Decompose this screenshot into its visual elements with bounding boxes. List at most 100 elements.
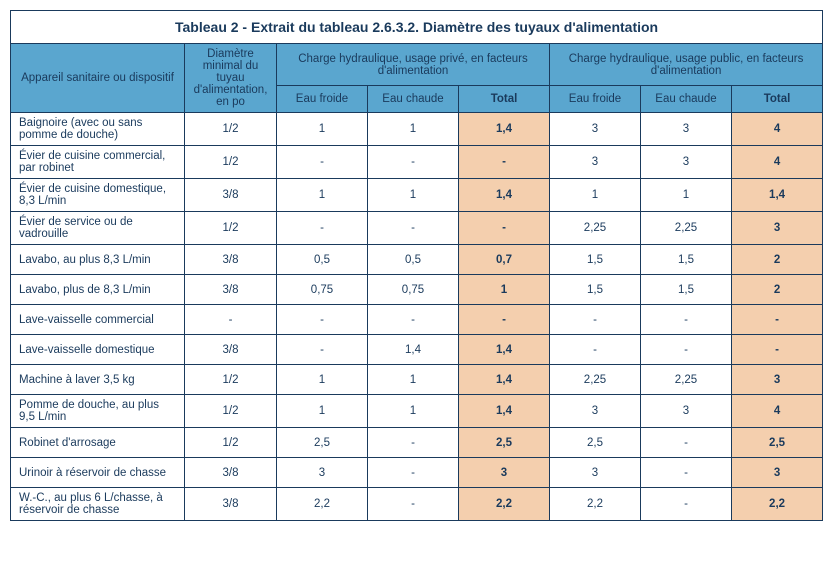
cell-public-eau-froide: 2,2: [550, 488, 641, 521]
cell-prive-eau-chaude: -: [368, 305, 459, 335]
cell-public-eau-froide: 3: [550, 146, 641, 179]
cell-public-total: 2,2: [732, 488, 823, 521]
cell-prive-total: 1,4: [459, 335, 550, 365]
cell-prive-eau-chaude: -: [368, 212, 459, 245]
cell-public-eau-froide: 3: [550, 458, 641, 488]
cell-public-total: 2: [732, 245, 823, 275]
table-row: Lave-vaisselle commercial-------: [11, 305, 823, 335]
table-row: Évier de service ou de vadrouille1/2---2…: [11, 212, 823, 245]
cell-diametre: 1/2: [185, 212, 277, 245]
cell-public-total: 4: [732, 146, 823, 179]
cell-prive-total: 3: [459, 458, 550, 488]
cell-prive-total: 0,7: [459, 245, 550, 275]
cell-prive-eau-chaude: 1: [368, 395, 459, 428]
cell-public-eau-chaude: 2,25: [641, 365, 732, 395]
cell-prive-total: -: [459, 146, 550, 179]
cell-diametre: 3/8: [185, 335, 277, 365]
cell-prive-eau-froide: 1: [277, 113, 368, 146]
cell-public-eau-froide: 3: [550, 113, 641, 146]
cell-prive-eau-chaude: 1: [368, 365, 459, 395]
cell-prive-total: 1,4: [459, 365, 550, 395]
cell-diametre: 1/2: [185, 395, 277, 428]
cell-prive-eau-froide: 1: [277, 179, 368, 212]
header-public-total: Total: [732, 86, 823, 113]
cell-label: Urinoir à réservoir de chasse: [11, 458, 185, 488]
cell-public-total: 2: [732, 275, 823, 305]
cell-diametre: 3/8: [185, 488, 277, 521]
cell-prive-eau-froide: -: [277, 305, 368, 335]
cell-label: Évier de cuisine commercial, par robinet: [11, 146, 185, 179]
cell-label: Robinet d'arrosage: [11, 428, 185, 458]
header-appareil: Appareil sanitaire ou dispositif: [11, 44, 185, 113]
cell-public-total: -: [732, 305, 823, 335]
cell-public-total: 2,5: [732, 428, 823, 458]
cell-prive-eau-chaude: 1: [368, 179, 459, 212]
cell-label: Évier de cuisine domestique, 8,3 L/min: [11, 179, 185, 212]
cell-public-eau-froide: 2,5: [550, 428, 641, 458]
cell-label: Lave-vaisselle commercial: [11, 305, 185, 335]
table-row: Machine à laver 3,5 kg1/2111,42,252,253: [11, 365, 823, 395]
cell-diametre: 3/8: [185, 458, 277, 488]
header-prive-total: Total: [459, 86, 550, 113]
cell-public-eau-chaude: -: [641, 488, 732, 521]
cell-public-total: 1,4: [732, 179, 823, 212]
header-public-eau-froide: Eau froide: [550, 86, 641, 113]
table-row: W.-C., au plus 6 L/chasse, à réservoir d…: [11, 488, 823, 521]
header-group-prive: Charge hydraulique, usage privé, en fact…: [277, 44, 550, 86]
cell-public-eau-froide: 2,25: [550, 212, 641, 245]
cell-public-eau-chaude: 3: [641, 113, 732, 146]
cell-diametre: 1/2: [185, 365, 277, 395]
cell-label: Machine à laver 3,5 kg: [11, 365, 185, 395]
header-prive-eau-froide: Eau froide: [277, 86, 368, 113]
cell-prive-eau-froide: 2,2: [277, 488, 368, 521]
header-group-public: Charge hydraulique, usage public, en fac…: [550, 44, 823, 86]
pipe-diameter-table: Tableau 2 - Extrait du tableau 2.6.3.2. …: [10, 10, 823, 521]
cell-prive-total: 1,4: [459, 395, 550, 428]
cell-prive-eau-froide: -: [277, 212, 368, 245]
cell-public-eau-chaude: 3: [641, 146, 732, 179]
cell-public-total: 4: [732, 113, 823, 146]
cell-diametre: 1/2: [185, 146, 277, 179]
cell-prive-total: 1: [459, 275, 550, 305]
cell-prive-eau-chaude: 1,4: [368, 335, 459, 365]
cell-public-eau-chaude: -: [641, 335, 732, 365]
cell-prive-total: 2,5: [459, 428, 550, 458]
cell-public-total: 4: [732, 395, 823, 428]
cell-prive-eau-chaude: -: [368, 428, 459, 458]
cell-prive-total: 1,4: [459, 113, 550, 146]
cell-public-eau-chaude: 3: [641, 395, 732, 428]
cell-label: Lavabo, plus de 8,3 L/min: [11, 275, 185, 305]
cell-public-eau-chaude: -: [641, 428, 732, 458]
cell-label: Lavabo, au plus 8,3 L/min: [11, 245, 185, 275]
cell-prive-total: 1,4: [459, 179, 550, 212]
cell-prive-eau-froide: 2,5: [277, 428, 368, 458]
cell-public-total: 3: [732, 365, 823, 395]
cell-prive-eau-froide: 0,5: [277, 245, 368, 275]
table-body: Baignoire (avec ou sans pomme de douche)…: [11, 113, 823, 521]
cell-public-eau-froide: 1,5: [550, 245, 641, 275]
cell-diametre: 1/2: [185, 113, 277, 146]
cell-public-eau-froide: -: [550, 305, 641, 335]
table-row: Baignoire (avec ou sans pomme de douche)…: [11, 113, 823, 146]
table-row: Évier de cuisine domestique, 8,3 L/min3/…: [11, 179, 823, 212]
table-row: Pomme de douche, au plus 9,5 L/min1/2111…: [11, 395, 823, 428]
cell-label: Pomme de douche, au plus 9,5 L/min: [11, 395, 185, 428]
cell-prive-eau-chaude: 0,75: [368, 275, 459, 305]
table-row: Robinet d'arrosage1/22,5-2,52,5-2,5: [11, 428, 823, 458]
cell-prive-eau-chaude: 1: [368, 113, 459, 146]
cell-public-total: 3: [732, 212, 823, 245]
cell-diametre: 3/8: [185, 275, 277, 305]
cell-public-eau-chaude: 1: [641, 179, 732, 212]
cell-prive-total: -: [459, 305, 550, 335]
cell-prive-eau-chaude: 0,5: [368, 245, 459, 275]
cell-diametre: 3/8: [185, 245, 277, 275]
cell-prive-total: 2,2: [459, 488, 550, 521]
cell-prive-eau-froide: 3: [277, 458, 368, 488]
cell-prive-eau-froide: -: [277, 146, 368, 179]
table-title: Tableau 2 - Extrait du tableau 2.6.3.2. …: [11, 11, 823, 44]
cell-diametre: -: [185, 305, 277, 335]
cell-prive-total: -: [459, 212, 550, 245]
cell-prive-eau-froide: 1: [277, 365, 368, 395]
header-diametre: Diamètre minimal du tuyau d'alimentation…: [185, 44, 277, 113]
cell-prive-eau-froide: 0,75: [277, 275, 368, 305]
